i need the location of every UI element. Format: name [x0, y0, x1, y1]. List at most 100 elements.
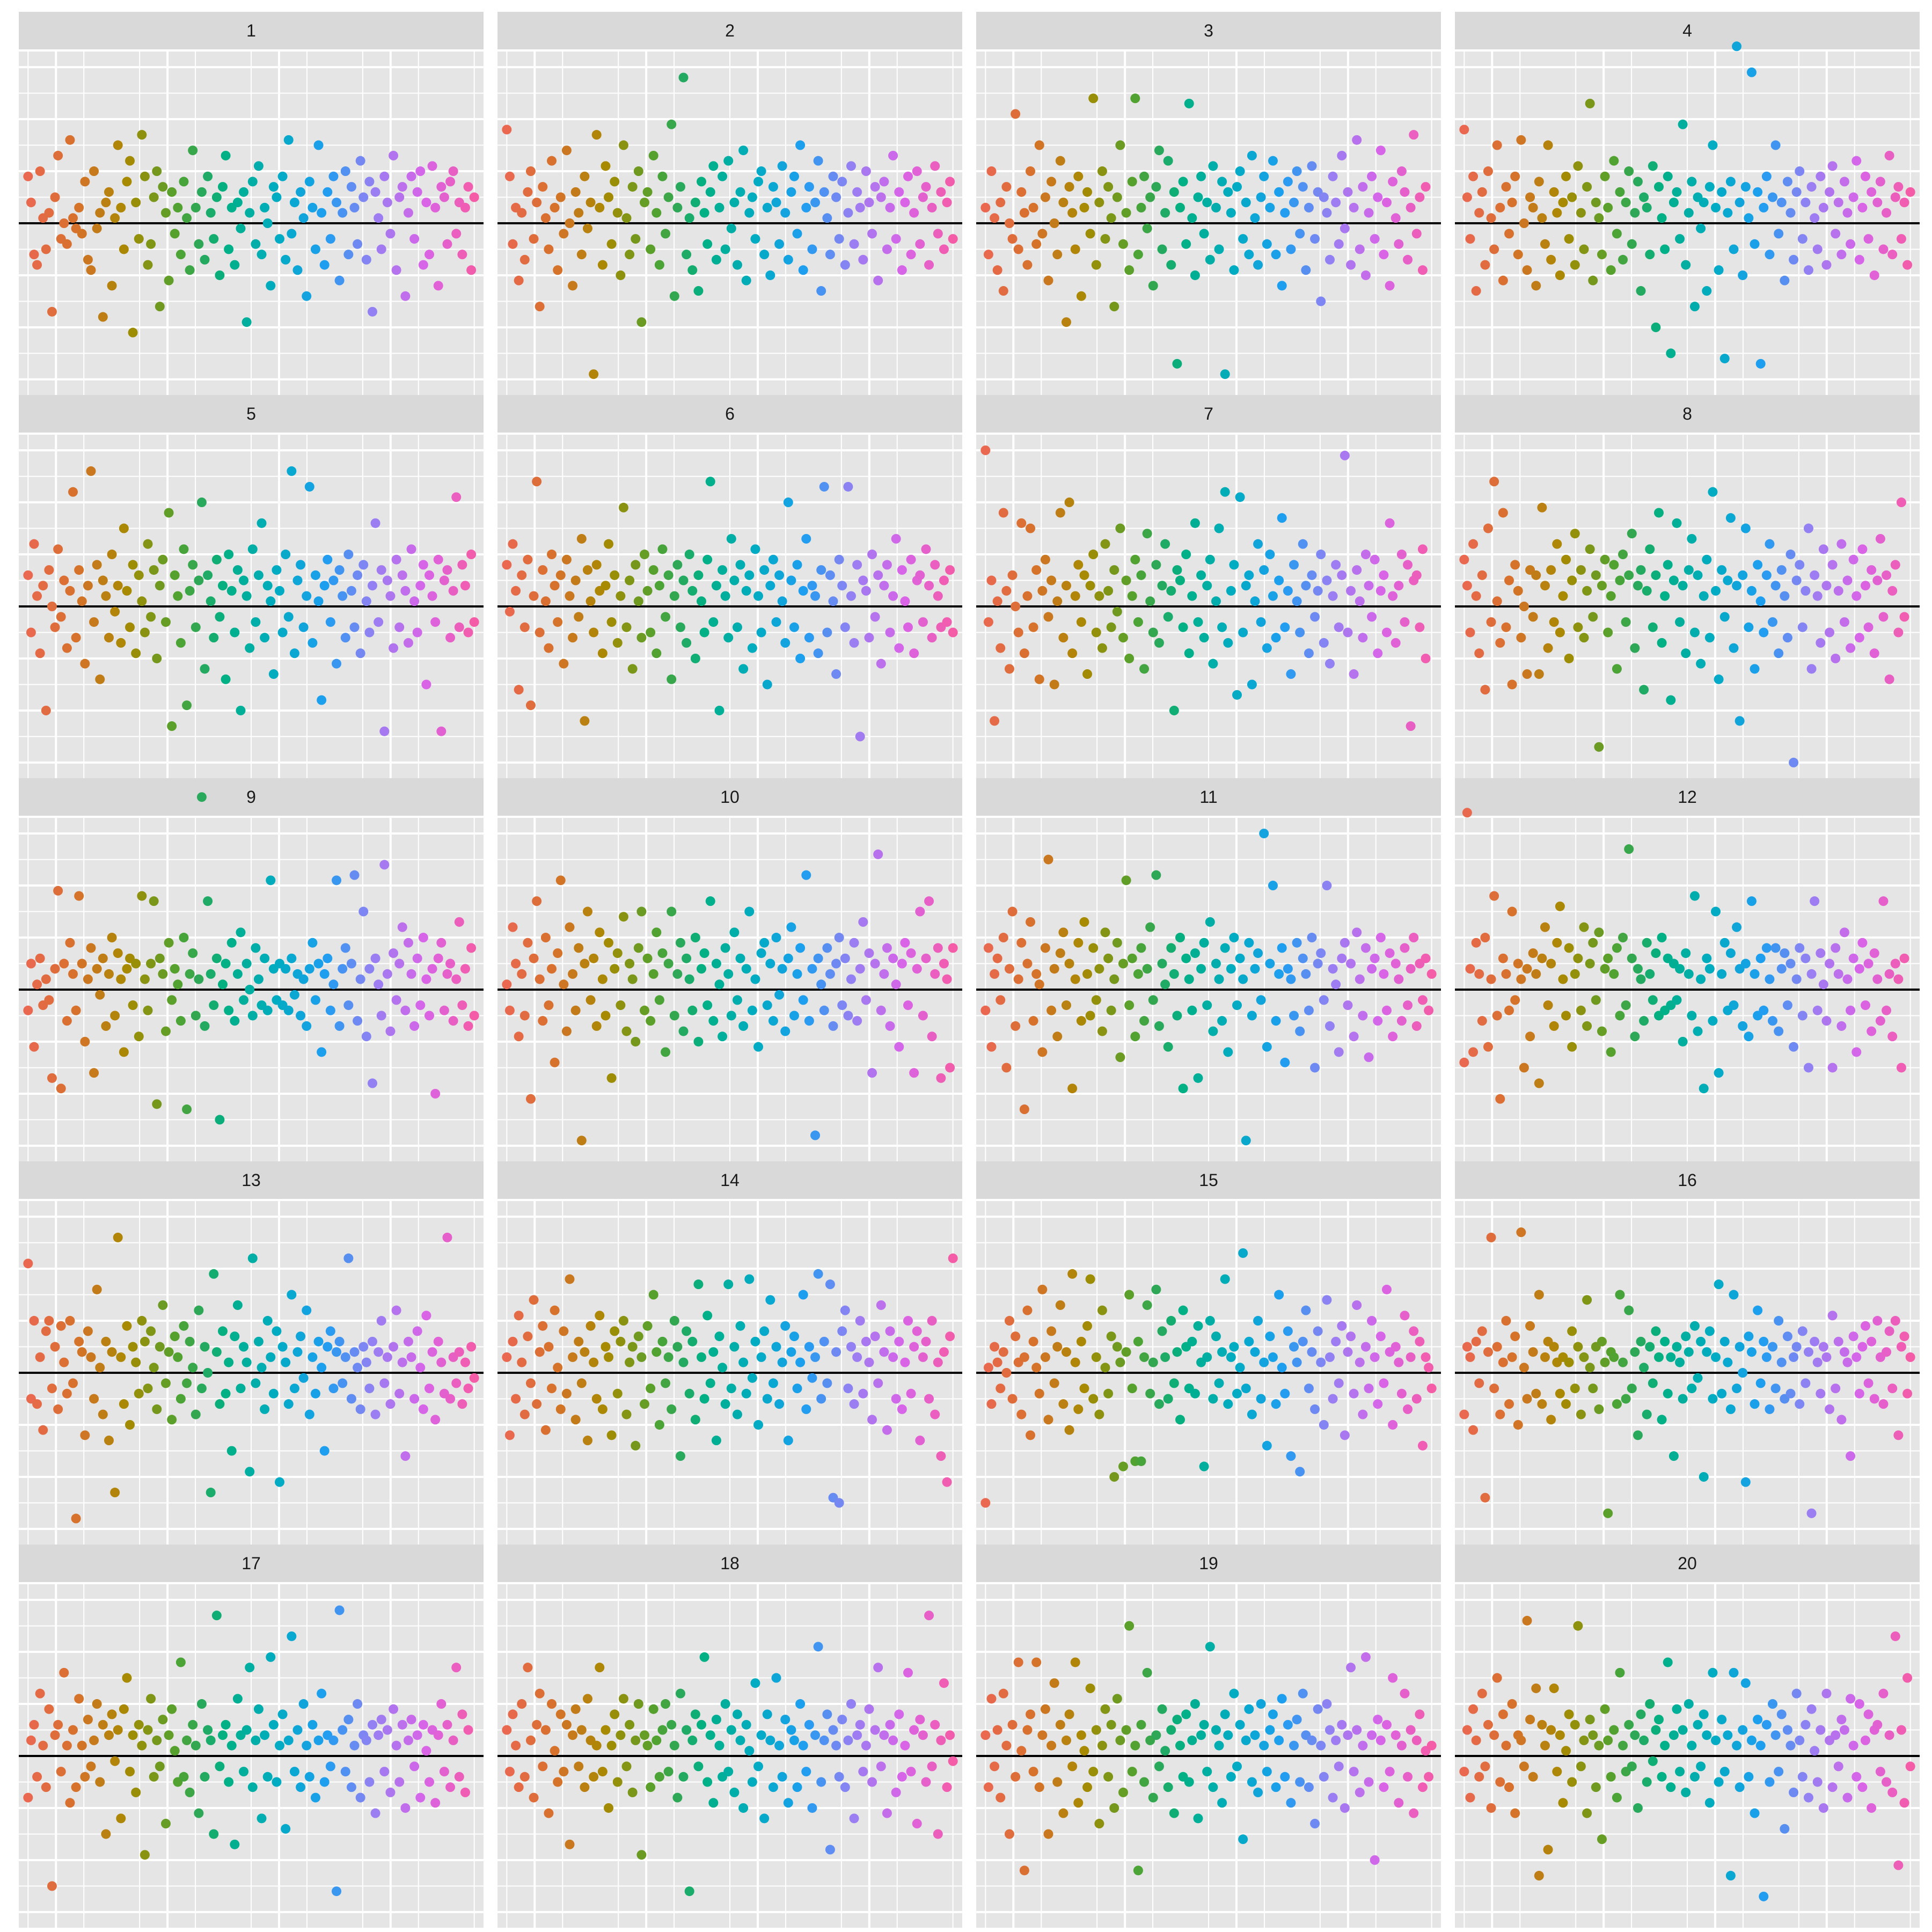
data-point	[1501, 969, 1511, 979]
data-point	[1477, 1016, 1487, 1026]
data-point	[798, 265, 808, 275]
data-point	[143, 260, 153, 270]
data-point	[1594, 1404, 1604, 1414]
data-point	[678, 72, 689, 83]
data-point	[211, 953, 222, 963]
data-point	[646, 244, 656, 254]
data-point	[134, 234, 144, 244]
facet-panel-16: 16	[1455, 1161, 1920, 1545]
data-point	[1651, 1326, 1661, 1336]
data-point	[1034, 140, 1044, 150]
data-point	[1893, 182, 1904, 192]
data-point	[1379, 1782, 1389, 1792]
data-point	[858, 917, 868, 927]
data-point	[732, 995, 742, 1005]
data-point	[759, 938, 770, 948]
data-point	[1816, 948, 1826, 958]
data-point	[990, 969, 1000, 979]
data-point	[1106, 1005, 1116, 1015]
data-point	[1381, 1719, 1392, 1730]
data-point	[1689, 627, 1700, 638]
data-point	[1043, 612, 1053, 622]
data-point	[1205, 254, 1215, 265]
data-point	[1818, 979, 1828, 990]
data-point	[771, 197, 781, 208]
data-point	[1675, 617, 1685, 627]
data-point	[885, 1021, 895, 1031]
data-point	[1489, 1384, 1499, 1394]
data-point	[1388, 591, 1398, 601]
data-point	[553, 617, 563, 627]
data-point	[1480, 933, 1490, 943]
data-point	[1026, 1709, 1036, 1719]
data-point	[625, 958, 635, 969]
data-point	[1755, 596, 1766, 606]
data-point	[580, 1782, 590, 1792]
data-point	[1082, 1321, 1093, 1331]
data-point	[89, 166, 99, 177]
data-point	[251, 617, 261, 627]
data-point	[711, 958, 721, 969]
data-point	[1765, 974, 1775, 984]
data-point	[232, 197, 243, 208]
data-point	[1358, 633, 1368, 643]
data-point	[523, 1663, 533, 1673]
data-point	[403, 208, 413, 218]
data-point	[143, 1725, 153, 1735]
data-point	[1259, 171, 1269, 181]
data-point	[296, 187, 306, 197]
data-point	[523, 938, 533, 948]
data-point	[1765, 1404, 1775, 1414]
data-point	[1091, 627, 1101, 638]
data-point	[1795, 560, 1805, 570]
data-point	[317, 1047, 327, 1057]
data-point	[1531, 570, 1541, 580]
data-point	[1867, 1803, 1877, 1813]
data-point	[942, 617, 952, 627]
data-point	[610, 964, 620, 974]
data-point	[1370, 554, 1380, 565]
data-point	[448, 166, 458, 177]
data-point	[1585, 958, 1595, 969]
data-point	[1022, 1305, 1033, 1315]
data-point	[445, 1394, 456, 1404]
data-point	[1286, 1798, 1296, 1808]
data-point	[454, 1347, 464, 1357]
data-point	[1642, 938, 1652, 948]
data-point	[980, 1730, 991, 1740]
data-point	[1328, 591, 1338, 601]
data-point	[1462, 192, 1472, 202]
data-point	[1831, 943, 1841, 953]
data-point	[1537, 1399, 1547, 1409]
data-point	[379, 1767, 390, 1777]
data-point	[1648, 622, 1658, 632]
data-point	[1109, 1472, 1119, 1482]
data-point	[1100, 234, 1110, 244]
data-point	[1100, 1704, 1110, 1714]
data-point	[1184, 1777, 1194, 1787]
data-point	[379, 860, 390, 870]
data-point	[1507, 906, 1517, 917]
data-point	[1555, 1388, 1565, 1399]
data-point	[1040, 943, 1050, 953]
data-point	[421, 1311, 431, 1321]
data-point	[538, 1321, 548, 1331]
data-point	[1166, 260, 1176, 270]
data-point	[1836, 539, 1847, 549]
data-point	[191, 1011, 201, 1021]
data-point	[945, 1331, 955, 1342]
data-point	[1358, 1740, 1368, 1751]
data-point	[101, 1829, 111, 1839]
data-point	[825, 570, 835, 580]
data-point	[1217, 1016, 1227, 1026]
data-point	[1492, 1342, 1502, 1352]
data-point	[535, 1688, 545, 1699]
data-point	[1704, 1326, 1715, 1336]
data-point	[915, 1436, 925, 1446]
data-point	[340, 943, 350, 953]
data-point	[53, 544, 63, 554]
data-point	[454, 1772, 464, 1782]
data-point	[1031, 565, 1042, 575]
data-point	[257, 518, 267, 528]
data-point	[376, 244, 386, 254]
